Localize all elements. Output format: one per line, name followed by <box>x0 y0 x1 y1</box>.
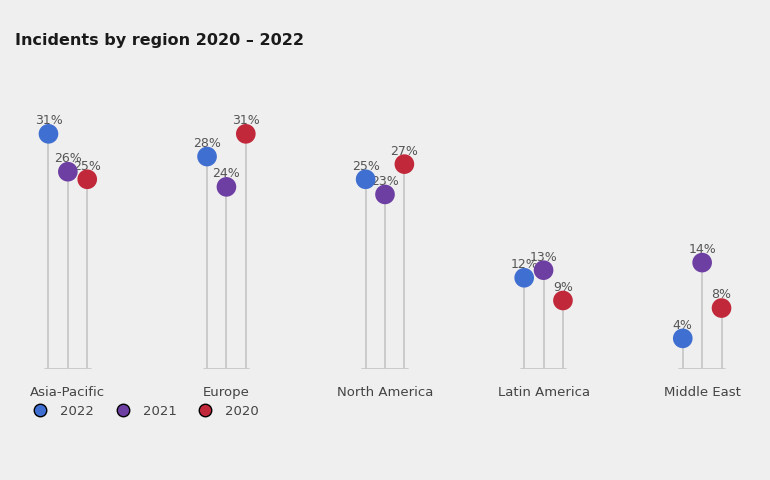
Text: 12%: 12% <box>511 258 538 271</box>
Text: Incidents by region 2020 – 2022: Incidents by region 2020 – 2022 <box>15 34 304 48</box>
Point <box>220 184 233 192</box>
Point <box>42 131 55 138</box>
Text: 14%: 14% <box>688 242 716 255</box>
Point <box>715 305 728 312</box>
Point <box>557 297 569 305</box>
Text: 26%: 26% <box>54 152 82 165</box>
Text: 27%: 27% <box>390 144 418 157</box>
Text: 31%: 31% <box>35 114 62 127</box>
Point <box>62 168 74 176</box>
Legend: 2022, 2021, 2020: 2022, 2021, 2020 <box>22 399 264 423</box>
Point <box>81 176 93 184</box>
Point <box>201 154 213 161</box>
Text: 24%: 24% <box>213 167 240 180</box>
Point <box>537 267 550 275</box>
Point <box>518 275 531 282</box>
Text: 23%: 23% <box>371 175 399 188</box>
Point <box>696 259 708 267</box>
Text: 28%: 28% <box>193 137 221 150</box>
Text: 13%: 13% <box>530 250 557 263</box>
Text: 9%: 9% <box>553 280 573 293</box>
Text: 25%: 25% <box>73 159 101 172</box>
Point <box>379 191 391 199</box>
Point <box>677 335 689 343</box>
Text: 8%: 8% <box>711 288 732 301</box>
Text: 25%: 25% <box>352 159 380 172</box>
Text: 4%: 4% <box>673 318 693 331</box>
Point <box>398 161 410 168</box>
Point <box>239 131 252 138</box>
Text: 31%: 31% <box>232 114 259 127</box>
Point <box>360 176 372 184</box>
